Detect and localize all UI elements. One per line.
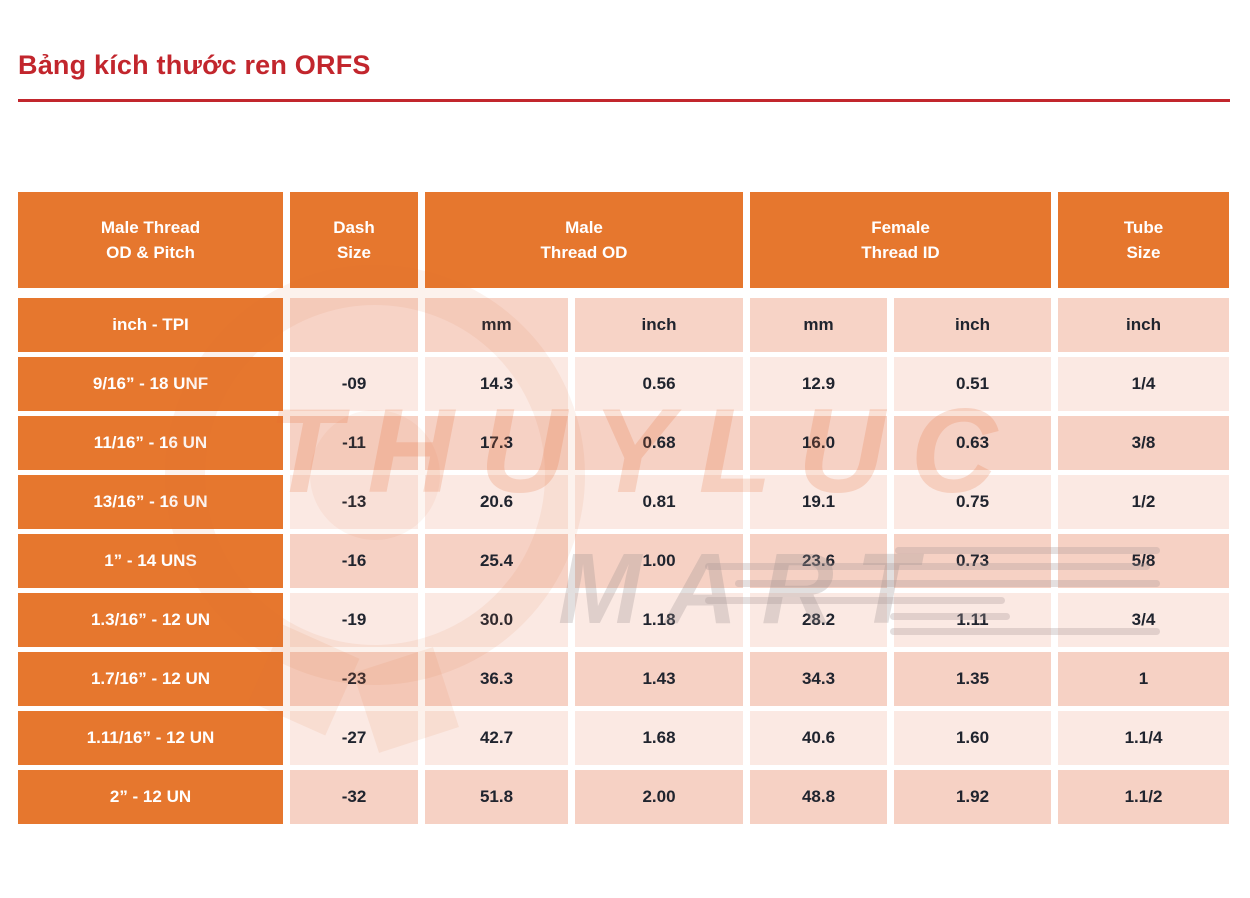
subheader-unit-cell: mm [425, 298, 568, 352]
data-cell: -09 [290, 357, 418, 411]
data-cell: -13 [290, 475, 418, 529]
data-cell: 1.60 [894, 711, 1051, 765]
data-cell: 2.00 [575, 770, 743, 824]
row-label-cell: 9/16” - 18 UNF [18, 357, 283, 411]
table-header-row: Male Thread OD & Pitch Dash Size Male Th… [18, 192, 1230, 288]
data-cell: 30.0 [425, 593, 568, 647]
data-cell: -11 [290, 416, 418, 470]
data-cell: 1.1/4 [1058, 711, 1229, 765]
data-cell: 23.6 [750, 534, 887, 588]
data-cell: 0.63 [894, 416, 1051, 470]
data-cell: 42.7 [425, 711, 568, 765]
header-female-thread-id: Female Thread ID [750, 192, 1051, 288]
subheader-unit-cell: inch [1058, 298, 1229, 352]
orfs-size-table: Male Thread OD & Pitch Dash Size Male Th… [18, 192, 1230, 824]
data-cell: 0.56 [575, 357, 743, 411]
data-cell: 1.35 [894, 652, 1051, 706]
data-cell: 1.11 [894, 593, 1051, 647]
data-cell: 3/8 [1058, 416, 1229, 470]
row-label-cell: 1.3/16” - 12 UN [18, 593, 283, 647]
data-cell: 0.68 [575, 416, 743, 470]
data-cell: 3/4 [1058, 593, 1229, 647]
row-label-cell: 1” - 14 UNS [18, 534, 283, 588]
row-label-cell: 1.11/16” - 12 UN [18, 711, 283, 765]
data-cell: 28.2 [750, 593, 887, 647]
subheader-inch-tpi: inch - TPI [18, 298, 283, 352]
data-cell: 48.8 [750, 770, 887, 824]
data-cell: 0.81 [575, 475, 743, 529]
data-cell: -32 [290, 770, 418, 824]
data-cell: 16.0 [750, 416, 887, 470]
data-cell: 1/2 [1058, 475, 1229, 529]
data-cell: 1.18 [575, 593, 743, 647]
data-cell: 1/4 [1058, 357, 1229, 411]
header-tube-size: Tube Size [1058, 192, 1229, 288]
subheader-unit-cell: inch [894, 298, 1051, 352]
data-cell: 1.00 [575, 534, 743, 588]
row-label-cell: 13/16” - 16 UN [18, 475, 283, 529]
data-cell: 0.51 [894, 357, 1051, 411]
subheader-unit-cell: mm [750, 298, 887, 352]
data-cell: 17.3 [425, 416, 568, 470]
title-underline [18, 99, 1230, 102]
subheader-unit-cell: inch [575, 298, 743, 352]
data-cell: 1 [1058, 652, 1229, 706]
data-cell: 36.3 [425, 652, 568, 706]
header-male-thread-od-pitch: Male Thread OD & Pitch [18, 192, 283, 288]
subheader-unit-cell [290, 298, 418, 352]
data-cell: 1.92 [894, 770, 1051, 824]
data-cell: 1.1/2 [1058, 770, 1229, 824]
data-cell: 25.4 [425, 534, 568, 588]
data-cell: 14.3 [425, 357, 568, 411]
data-cell: 12.9 [750, 357, 887, 411]
data-cell: 0.73 [894, 534, 1051, 588]
row-label-cell: 1.7/16” - 12 UN [18, 652, 283, 706]
data-cell: 0.75 [894, 475, 1051, 529]
data-cell: 40.6 [750, 711, 887, 765]
data-cell: 1.68 [575, 711, 743, 765]
row-label-cell: 2” - 12 UN [18, 770, 283, 824]
data-cell: 51.8 [425, 770, 568, 824]
data-cell: -19 [290, 593, 418, 647]
data-cell: -23 [290, 652, 418, 706]
data-cell: 34.3 [750, 652, 887, 706]
data-cell: 1.43 [575, 652, 743, 706]
data-cell: 5/8 [1058, 534, 1229, 588]
row-label-cell: 11/16” - 16 UN [18, 416, 283, 470]
data-cell: 19.1 [750, 475, 887, 529]
table-body: inch - TPI mm inch mm inch inch 9/16” - 18 UNF… [18, 298, 1230, 824]
page-title: Bảng kích thước ren ORFS [18, 50, 371, 80]
data-cell: -16 [290, 534, 418, 588]
data-cell: -27 [290, 711, 418, 765]
header-male-thread-od: Male Thread OD [425, 192, 743, 288]
header-dash-size: Dash Size [290, 192, 418, 288]
data-cell: 20.6 [425, 475, 568, 529]
